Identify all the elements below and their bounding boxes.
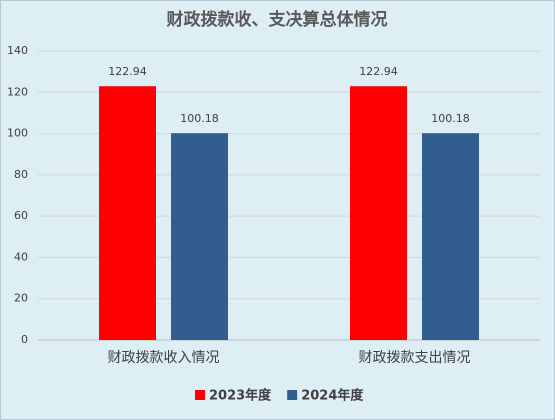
bar: [99, 86, 156, 341]
y-tick-label: 60: [14, 209, 28, 222]
legend-label: 2024年度: [301, 388, 364, 404]
y-tick-label: 80: [14, 168, 28, 181]
value-label: 100.18: [180, 112, 219, 125]
chart-title: 财政拨款收、支决算总体情况: [166, 9, 388, 30]
value-label: 122.94: [359, 65, 398, 78]
legend-label: 2023年度: [209, 388, 272, 404]
y-tick-label: 100: [7, 127, 28, 140]
value-label: 122.94: [108, 65, 147, 78]
bar: [171, 133, 228, 340]
legend-swatch: [195, 390, 205, 400]
y-tick-label: 20: [14, 292, 28, 305]
y-tick-label: 140: [7, 44, 28, 57]
bar: [422, 133, 479, 340]
y-tick-label: 120: [7, 85, 28, 98]
x-tick-label: 财政拨款收入情况: [108, 350, 220, 366]
legend-swatch: [287, 390, 298, 400]
value-label: 100.18: [431, 112, 470, 125]
x-tick-label: 财政拨款支出情况: [359, 350, 471, 366]
y-tick-label: 40: [14, 250, 28, 263]
bar: [350, 86, 407, 341]
y-tick-label: 0: [21, 333, 28, 346]
